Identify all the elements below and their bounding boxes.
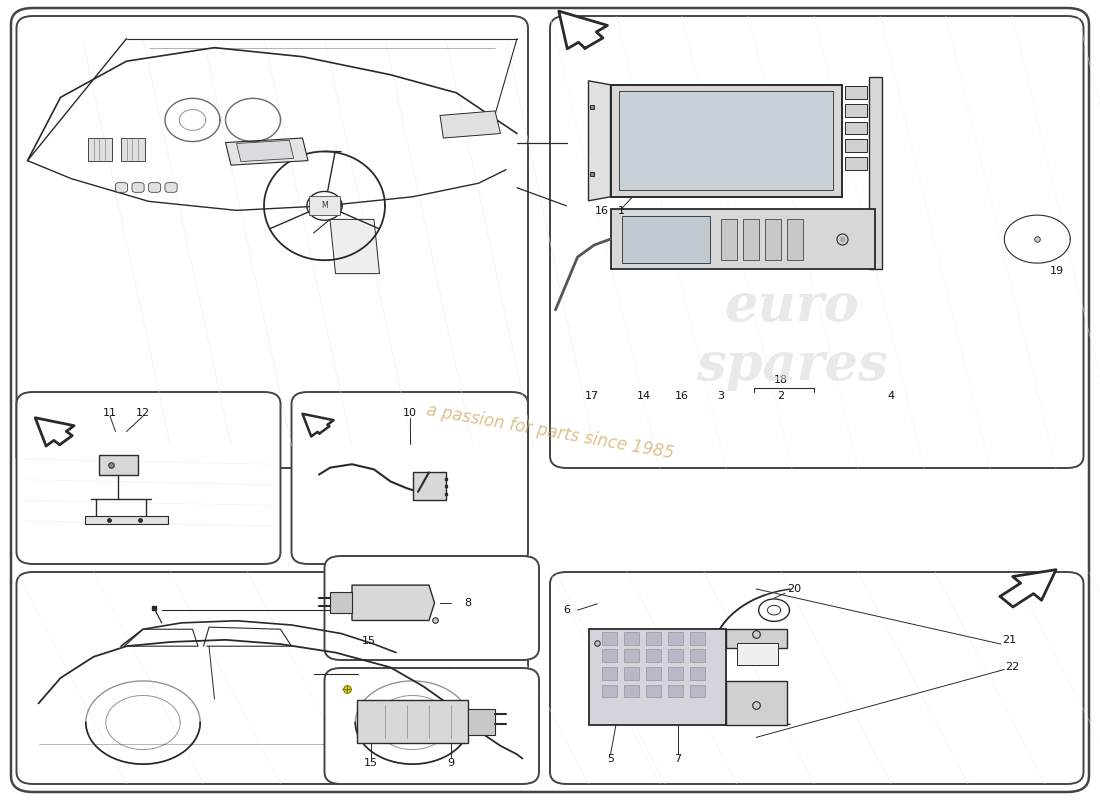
Polygon shape [646, 685, 661, 698]
Polygon shape [646, 650, 661, 662]
Text: 5: 5 [607, 754, 614, 763]
Text: 21: 21 [1002, 635, 1015, 645]
Text: 9: 9 [448, 758, 454, 768]
Polygon shape [845, 139, 867, 152]
Polygon shape [602, 667, 617, 680]
Polygon shape [737, 643, 778, 665]
Polygon shape [602, 632, 617, 645]
Polygon shape [786, 218, 803, 259]
Polygon shape [742, 218, 759, 259]
Text: 8: 8 [464, 598, 471, 608]
Polygon shape [845, 86, 867, 99]
Polygon shape [668, 632, 683, 645]
Polygon shape [668, 685, 683, 698]
Polygon shape [88, 138, 112, 161]
Text: 15: 15 [362, 636, 375, 646]
Text: 20: 20 [786, 584, 801, 594]
Polygon shape [440, 111, 500, 138]
Polygon shape [588, 629, 726, 725]
Polygon shape [35, 418, 74, 446]
Polygon shape [668, 667, 683, 680]
FancyBboxPatch shape [292, 392, 528, 564]
Polygon shape [720, 218, 737, 259]
Text: 22: 22 [1005, 662, 1019, 672]
Polygon shape [302, 414, 333, 437]
Text: 11: 11 [103, 408, 117, 418]
Text: 4: 4 [888, 390, 894, 401]
Polygon shape [726, 629, 786, 648]
Polygon shape [309, 196, 340, 215]
Polygon shape [610, 85, 842, 197]
Polygon shape [602, 650, 617, 662]
Polygon shape [330, 592, 352, 613]
Text: 3: 3 [717, 390, 724, 401]
Polygon shape [358, 701, 468, 743]
FancyBboxPatch shape [132, 182, 144, 192]
FancyBboxPatch shape [550, 572, 1084, 784]
FancyBboxPatch shape [11, 8, 1089, 792]
Polygon shape [624, 632, 639, 645]
Polygon shape [236, 140, 294, 162]
FancyBboxPatch shape [16, 16, 528, 468]
Polygon shape [624, 667, 639, 680]
Polygon shape [559, 11, 607, 49]
Polygon shape [646, 667, 661, 680]
Polygon shape [646, 632, 661, 645]
Text: 14: 14 [637, 390, 650, 401]
Polygon shape [330, 219, 380, 274]
FancyBboxPatch shape [16, 392, 280, 564]
Text: 19: 19 [1050, 266, 1064, 276]
Polygon shape [121, 138, 145, 161]
Polygon shape [86, 516, 167, 525]
Polygon shape [726, 682, 786, 725]
FancyBboxPatch shape [550, 16, 1084, 468]
Text: 12: 12 [136, 408, 150, 418]
Polygon shape [869, 77, 882, 269]
Text: 16: 16 [595, 206, 608, 216]
Polygon shape [1000, 570, 1056, 607]
Polygon shape [690, 632, 705, 645]
FancyBboxPatch shape [116, 182, 128, 192]
Text: 18: 18 [774, 374, 788, 385]
Polygon shape [845, 104, 867, 117]
FancyBboxPatch shape [165, 182, 177, 192]
Polygon shape [99, 454, 138, 474]
Text: 10: 10 [403, 408, 417, 418]
FancyBboxPatch shape [324, 668, 539, 784]
Text: 7: 7 [674, 754, 681, 763]
Polygon shape [610, 209, 874, 269]
Polygon shape [412, 472, 446, 500]
Text: 2: 2 [778, 390, 784, 401]
Polygon shape [468, 709, 495, 735]
Polygon shape [619, 91, 833, 190]
Polygon shape [621, 215, 710, 262]
Text: 16: 16 [675, 390, 689, 401]
Text: 15: 15 [364, 758, 377, 768]
FancyBboxPatch shape [16, 572, 528, 784]
Text: M: M [321, 202, 328, 210]
Text: 6: 6 [563, 605, 570, 615]
Polygon shape [624, 685, 639, 698]
Text: a passion for parts since 1985: a passion for parts since 1985 [425, 402, 675, 462]
Polygon shape [602, 685, 617, 698]
FancyBboxPatch shape [324, 556, 539, 660]
FancyBboxPatch shape [148, 182, 161, 192]
Text: 1: 1 [618, 206, 625, 216]
Polygon shape [690, 685, 705, 698]
Polygon shape [624, 650, 639, 662]
Polygon shape [845, 122, 867, 134]
Polygon shape [845, 157, 867, 170]
Polygon shape [764, 218, 781, 259]
Polygon shape [352, 585, 434, 621]
Polygon shape [668, 650, 683, 662]
Polygon shape [588, 81, 610, 201]
Text: 17: 17 [585, 390, 598, 401]
Polygon shape [226, 138, 308, 165]
Text: euro
spares: euro spares [696, 281, 888, 391]
Polygon shape [690, 650, 705, 662]
Polygon shape [690, 667, 705, 680]
